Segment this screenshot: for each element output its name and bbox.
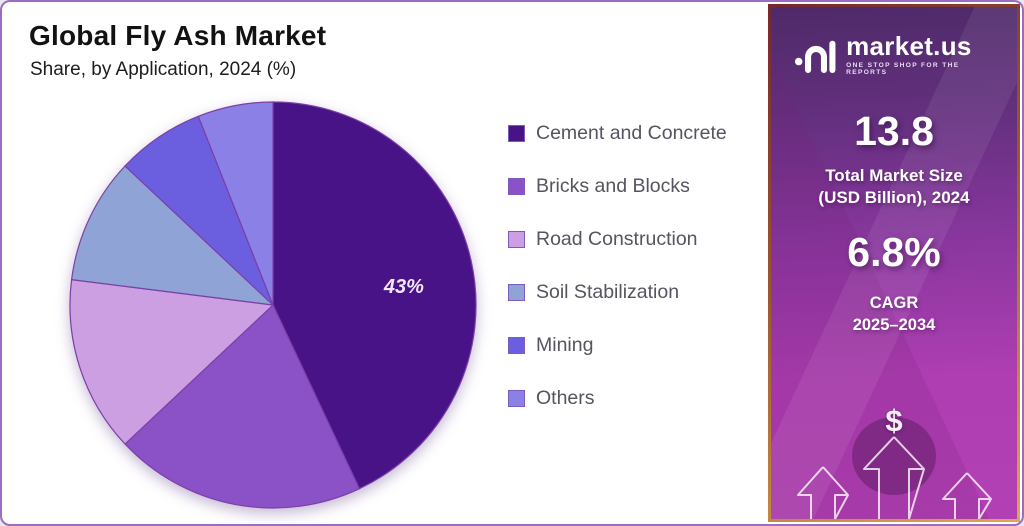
stat-cagr-label: CAGR 2025–2034 — [771, 292, 1017, 337]
stat-market-size-value: 13.8 — [854, 108, 934, 154]
legend-swatch-icon — [508, 125, 525, 142]
legend-item-soil-stabilization: Soil Stabilization — [508, 281, 727, 304]
stat-market-size-label-line2: (USD Billion), 2024 — [818, 188, 970, 208]
chart-title: Global Fly Ash Market — [29, 20, 327, 51]
legend-item-cement-and-concrete: Cement and Concrete — [508, 122, 727, 145]
legend-swatch-icon — [508, 231, 525, 248]
stat-market-size-label: Total Market Size (USD Billion), 2024 — [771, 165, 1017, 209]
legend-label: Road Construction — [536, 228, 698, 250]
dollar-icon: $ — [885, 403, 903, 438]
legend-swatch-icon — [508, 178, 525, 195]
pie-slice-road-construction — [69, 278, 275, 445]
legend-label: Mining — [536, 334, 594, 356]
chart-subtitle: Share, by Application, 2024 (%) — [30, 59, 297, 80]
legend-label: Others — [536, 387, 595, 409]
legend-label: Cement and Concrete — [536, 122, 727, 144]
legend-item-road-construction: Road Construction — [508, 228, 727, 251]
legend-item-bricks-and-blocks: Bricks and Blocks — [508, 175, 727, 198]
stat-cagr-label-line1: CAGR — [869, 294, 919, 313]
growth-illustration: $ — [771, 401, 1017, 519]
pie-slice-value-label: 43% — [383, 276, 424, 298]
brand-sidebar: market.us ONE STOP SHOP FOR THE REPORTS … — [768, 4, 1020, 522]
market-us-logo-icon — [794, 40, 836, 73]
stat-market-size-label-line1: Total Market Size — [825, 166, 963, 185]
up-arrows-icon — [797, 436, 992, 519]
legend-label: Soil Stabilization — [536, 281, 680, 303]
dark-circle-decoration — [852, 417, 936, 495]
chart-legend: Cement and Concrete Bricks and Blocks Road… — [508, 122, 727, 410]
legend-item-others: Others — [508, 387, 727, 410]
brand-name: market.us — [846, 31, 972, 61]
legend-item-mining: Mining — [508, 334, 727, 357]
pie-slice-bricks-and-blocks — [124, 303, 361, 509]
legend-swatch-icon — [508, 284, 525, 301]
pie-slice-others — [197, 101, 274, 306]
legend-swatch-icon — [508, 337, 525, 354]
stat-cagr-label-line2: 2025–2034 — [852, 316, 936, 335]
pie-slice-cement-and-concrete — [272, 101, 477, 490]
legend-swatch-icon — [508, 390, 525, 407]
legend-label: Bricks and Blocks — [536, 175, 690, 197]
brand-tagline: ONE STOP SHOP FOR THE REPORTS — [846, 62, 960, 76]
pie-chart: 43% — [69, 101, 477, 509]
stat-cagr-value: 6.8% — [847, 229, 941, 276]
pie-slice-soil-stabilization — [70, 165, 275, 306]
brand-logo[interactable]: market.us ONE STOP SHOP FOR THE REPORTS — [794, 33, 994, 76]
